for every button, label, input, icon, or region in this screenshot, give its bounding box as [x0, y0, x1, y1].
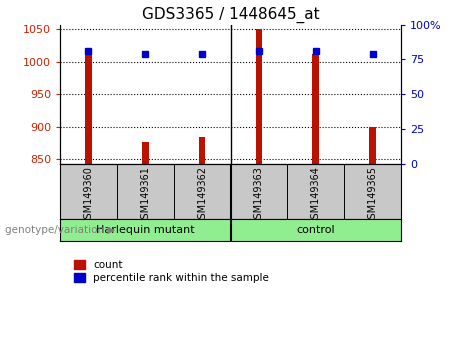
- Bar: [313, 54, 319, 164]
- Title: GDS3365 / 1448645_at: GDS3365 / 1448645_at: [142, 7, 319, 23]
- Bar: [85, 54, 92, 164]
- Text: GSM149365: GSM149365: [367, 166, 378, 225]
- Legend: count, percentile rank within the sample: count, percentile rank within the sample: [74, 260, 269, 283]
- Text: genotype/variation ▶: genotype/variation ▶: [5, 225, 115, 235]
- Text: GSM149363: GSM149363: [254, 166, 264, 225]
- Bar: [255, 29, 262, 164]
- Text: control: control: [296, 225, 335, 235]
- Text: Harlequin mutant: Harlequin mutant: [96, 225, 195, 235]
- Text: GSM149361: GSM149361: [140, 166, 150, 225]
- Bar: [369, 127, 376, 164]
- Text: GSM149364: GSM149364: [311, 166, 321, 225]
- Text: GSM149362: GSM149362: [197, 166, 207, 225]
- Text: GSM149360: GSM149360: [83, 166, 94, 225]
- Bar: [199, 137, 206, 164]
- Bar: [142, 142, 148, 164]
